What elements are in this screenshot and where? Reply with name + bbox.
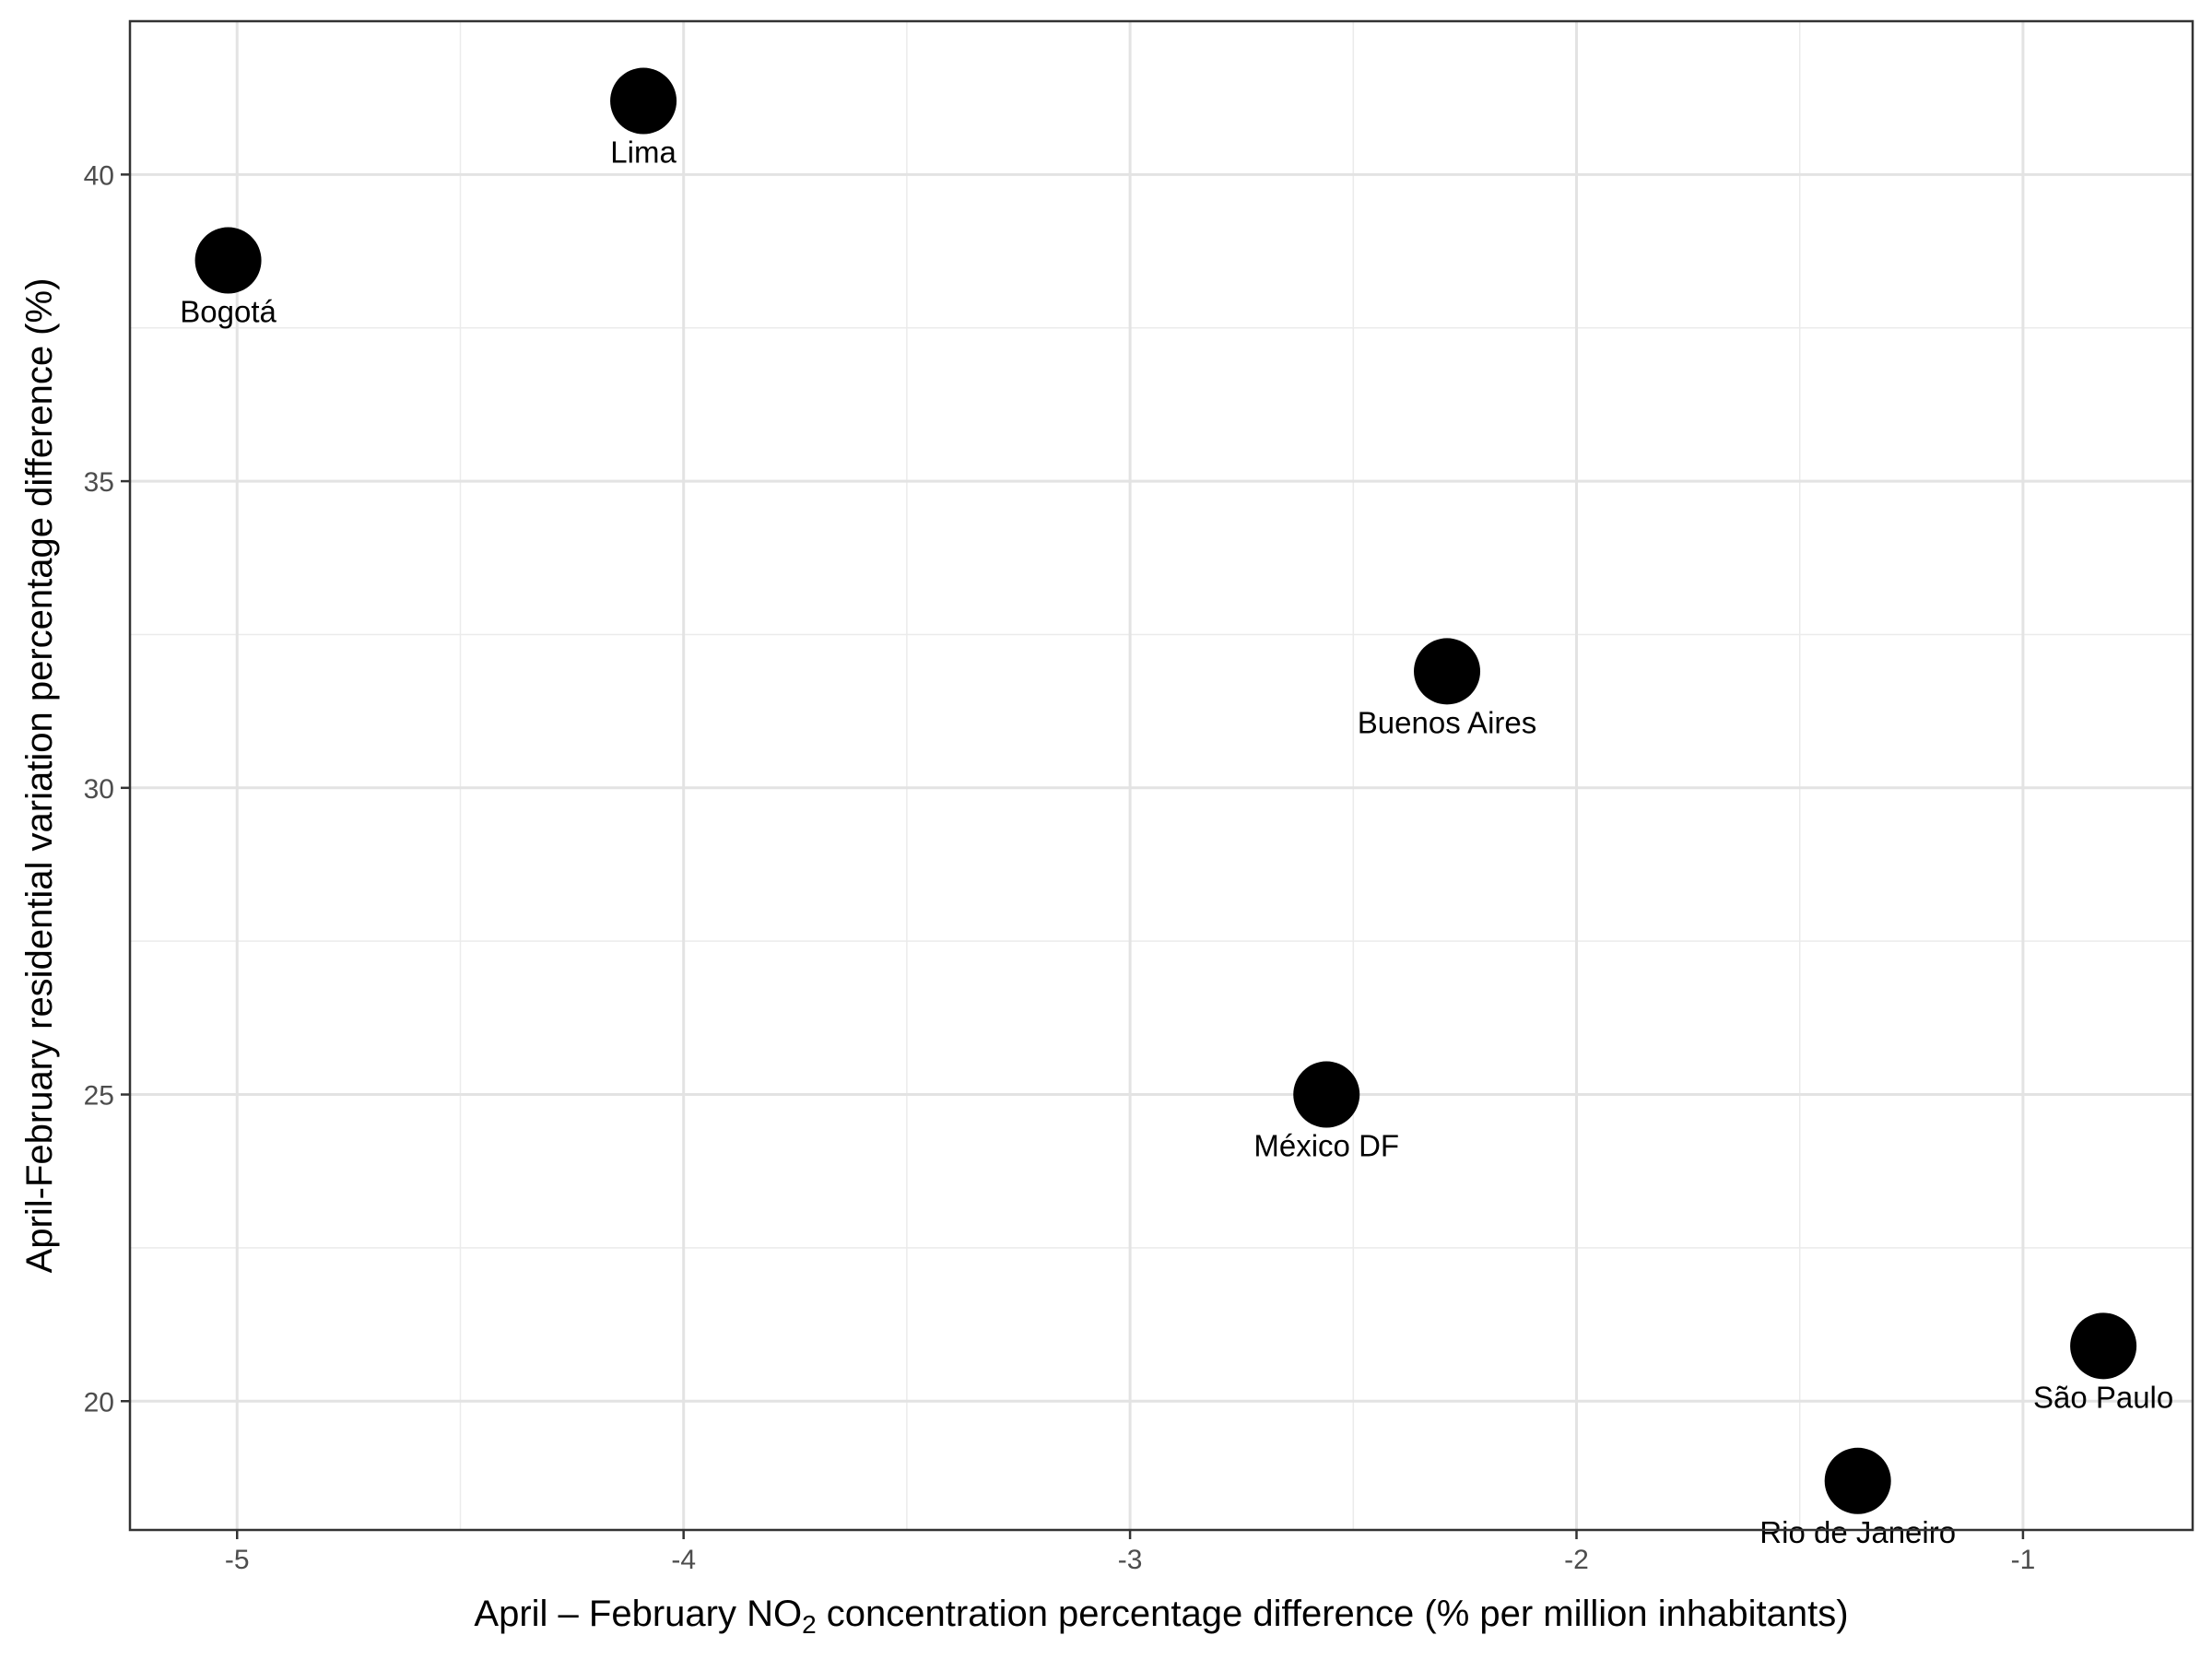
data-point [1824,1447,1891,1514]
data-points [194,67,2137,1514]
x-tick-label: -2 [1564,1545,1589,1575]
x-axis-title-suffix: concentration percentage difference (% p… [817,1594,1849,1634]
data-point [2070,1312,2137,1380]
y-tick-label: 40 [84,160,114,191]
x-tick-label: -3 [1118,1545,1143,1575]
data-point-labels: Bogotá Lima Buenos Aires México DF São Paulo… [180,135,2173,1549]
data-point-label: Lima [610,135,677,170]
y-tick-label: 20 [84,1387,114,1418]
data-point [1293,1061,1360,1128]
x-axis-title-prefix: April – February NO [474,1594,802,1634]
x-tick-label: -4 [671,1545,696,1575]
y-axis-title: April-February residential variation per… [19,278,60,1274]
major-gridlines [130,21,2193,1530]
y-tick-label: 35 [84,467,114,498]
x-tick-label: -5 [225,1545,250,1575]
y-tick-label: 30 [84,774,114,805]
y-axis-ticks: 20 25 30 35 40 [84,160,130,1418]
data-point [610,67,677,135]
data-point [1414,638,1481,705]
x-axis-title-subscript: 2 [802,1610,817,1639]
data-point-label: México DF [1253,1129,1399,1163]
data-point [194,227,262,294]
x-axis-ticks: -5 -4 -3 -2 -1 [225,1530,2035,1575]
data-point-label: Bogotá [180,295,276,329]
data-point-label: Rio de Janeiro [1759,1515,1956,1549]
x-tick-label: -1 [2011,1545,2036,1575]
plot-panel-border [128,19,2194,1532]
data-point-label: São Paulo [2033,1380,2173,1414]
data-point-label: Buenos Aires [1358,705,1536,739]
x-axis-title: April – February NO2 concentration perce… [474,1594,1848,1639]
y-tick-label: 25 [84,1081,114,1112]
